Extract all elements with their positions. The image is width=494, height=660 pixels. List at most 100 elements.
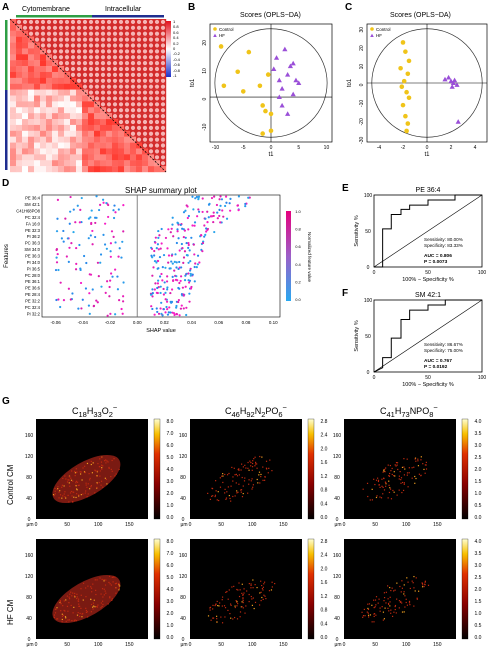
heatmap-cell — [10, 130, 17, 137]
shap-point — [89, 234, 92, 237]
tick-label: 50 — [365, 334, 371, 340]
shap-point — [153, 313, 156, 316]
heatmap-dot — [82, 31, 88, 36]
heatmap-dot — [118, 43, 124, 48]
heatmap-dot — [130, 78, 136, 83]
shap-point — [91, 229, 94, 233]
msi-pixel — [236, 600, 238, 603]
colorbar-tick: 0.6 — [173, 29, 179, 35]
msi-pixel — [234, 606, 236, 609]
heatmap-dot — [106, 37, 112, 42]
heatmap-cell — [22, 66, 29, 73]
shap-point — [203, 224, 206, 227]
heatmap-dot — [88, 37, 94, 42]
heatmap-dot — [124, 102, 130, 107]
msi-pixel — [382, 493, 384, 495]
shap-point — [82, 254, 86, 258]
heatmap-dot — [112, 102, 118, 107]
tick-label: 1.2 — [321, 594, 328, 600]
shap-point — [102, 201, 105, 204]
shap-point — [105, 247, 108, 250]
shap-point — [117, 208, 120, 211]
heatmap-cell — [136, 166, 143, 173]
heatmap-cell — [16, 66, 23, 73]
heatmap-cell — [88, 107, 95, 114]
msi-pixel — [86, 496, 88, 498]
shap-point — [156, 267, 159, 270]
msi-pixel — [232, 495, 234, 498]
msi-pixel — [268, 467, 270, 469]
heatmap-cell — [16, 89, 23, 96]
shap-point — [81, 298, 84, 301]
sensitivity-text: Sensitivity: 86.67% — [424, 342, 463, 347]
msi-pixel — [119, 585, 121, 587]
heatmap-cell — [28, 42, 35, 49]
heatmap-dot — [106, 72, 112, 78]
msi-pixel — [262, 586, 264, 588]
axis-unit: μm — [180, 642, 187, 648]
msi-pixel — [269, 459, 271, 461]
heatmap-dot — [142, 131, 148, 136]
msi-pixel — [239, 616, 241, 618]
tick-label: 120 — [333, 574, 342, 580]
heatmap-cell — [40, 101, 47, 108]
heatmap-dot — [112, 108, 118, 113]
point-hf — [449, 84, 455, 89]
msi-pixel — [104, 460, 106, 462]
msi-pixel — [242, 594, 244, 596]
heatmap-cell — [46, 148, 53, 155]
heatmap-cell — [10, 95, 17, 102]
msi-pixel — [220, 616, 222, 618]
msi-pixel — [407, 581, 409, 583]
tick-label: 0 — [367, 265, 370, 271]
heatmap-dot — [76, 19, 82, 25]
heatmap-dot — [82, 66, 88, 72]
heatmap-dot — [148, 119, 154, 125]
msi-pixel — [76, 493, 78, 495]
heatmap-dot — [106, 55, 112, 60]
heatmap-dot — [94, 49, 100, 54]
tick-label: 0.5 — [475, 623, 482, 629]
shap-point — [153, 288, 156, 291]
tick-label: 4.0 — [167, 467, 174, 473]
msi-pixel — [397, 468, 399, 471]
shap-point — [149, 293, 153, 296]
heatmap-cell — [88, 124, 95, 132]
heatmap-colorbar-ticks: 1 0.8 0.6 0.4 0.2 0 -0.2 -0.4 -0.6 -0.8 -1 — [173, 19, 193, 79]
msi-pixel — [368, 603, 371, 605]
shap-point — [158, 275, 162, 278]
msi-pixel — [80, 471, 82, 473]
heatmap-dot — [142, 43, 148, 48]
heatmap-dot — [46, 25, 52, 30]
point-control — [260, 131, 265, 136]
shap-point — [75, 246, 78, 250]
heatmap-dot — [58, 31, 64, 36]
tick-label: 0.04 — [187, 320, 196, 325]
heatmap-cell — [46, 124, 53, 132]
tissue-region — [52, 574, 121, 624]
diagonal-line — [373, 194, 483, 268]
shap-point — [215, 203, 219, 207]
tick-label: 2.4 — [321, 553, 328, 559]
heatmap-dot — [100, 96, 106, 101]
heatmap-dot — [118, 102, 124, 107]
msi-pixel — [242, 466, 244, 468]
shap-point — [236, 204, 240, 207]
heatmap-cell — [76, 107, 83, 114]
msi-pixel — [384, 607, 386, 609]
msi-pixel — [69, 593, 71, 595]
msi-pixel — [228, 494, 230, 497]
msi-pixel — [89, 488, 91, 490]
heatmap-cell — [64, 95, 71, 102]
msi-pixel — [68, 501, 70, 503]
heatmap-dot — [82, 55, 88, 60]
heatmap-cell — [10, 83, 17, 90]
heatmap-cell — [40, 83, 47, 90]
msi-pixel — [232, 480, 234, 482]
heatmap-cell — [10, 60, 17, 67]
heatmap-cell — [22, 54, 29, 61]
heatmap-cell — [40, 60, 47, 67]
heatmap-cell — [28, 113, 35, 120]
heatmap-dot — [88, 55, 94, 60]
tick-label: 0.02 — [160, 320, 169, 325]
